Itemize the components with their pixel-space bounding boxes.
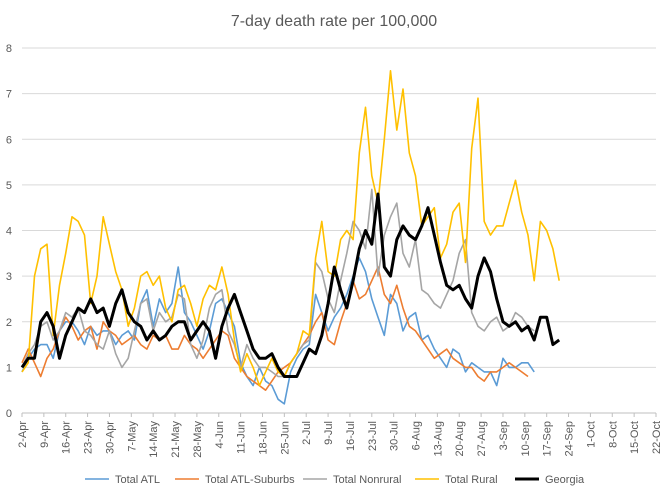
x-tick-label: 2-Jul bbox=[301, 421, 313, 445]
x-tick-label: 8-Oct bbox=[607, 421, 619, 448]
legend-label-total-nonrural: Total Nonrural bbox=[333, 474, 401, 486]
legend-label-georgia: Georgia bbox=[545, 474, 585, 486]
y-tick-label: 7 bbox=[6, 89, 12, 101]
x-axis: 2-Apr 9-Apr 16-Apr 23-Apr 30-Apr 7-May 14-May 2… bbox=[17, 412, 663, 458]
x-tick-label: 17-Sep bbox=[542, 421, 554, 456]
series-line-total-atl bbox=[21, 257, 535, 405]
x-tick-label: 16-Apr bbox=[61, 421, 73, 454]
x-tick-label: 24-Sep bbox=[564, 421, 576, 456]
x-tick-label: 2-Apr bbox=[17, 421, 29, 448]
y-tick-label: 8 bbox=[6, 43, 12, 55]
series-line-georgia bbox=[20, 192, 561, 378]
y-tick-label: 5 bbox=[6, 180, 12, 192]
x-tick-label: 1-Oct bbox=[585, 421, 597, 448]
y-axis: 0 1 2 3 4 5 6 7 8 bbox=[6, 43, 12, 420]
y-tick-label: 1 bbox=[6, 362, 12, 374]
series-line-total-rural bbox=[21, 70, 560, 387]
x-tick-label: 22-Oct bbox=[651, 421, 663, 454]
legend-label-total-atl: Total ATL bbox=[115, 474, 160, 486]
x-tick-label: 21-May bbox=[170, 421, 182, 458]
x-tick-label: 16-Jul bbox=[345, 421, 357, 451]
x-tick-label: 27-Aug bbox=[476, 421, 488, 456]
x-tick-label: 28-May bbox=[192, 421, 204, 458]
y-tick-label: 2 bbox=[6, 317, 12, 329]
legend: Total ATL Total ATL-Suburbs Total Nonrural… bbox=[85, 474, 585, 486]
x-tick-label: 6-Aug bbox=[411, 421, 423, 450]
x-tick-label: 9-Apr bbox=[39, 421, 51, 448]
y-tick-label: 6 bbox=[6, 134, 12, 146]
x-tick-label: 7-May bbox=[126, 421, 138, 452]
chart-title: 7-day death rate per 100,000 bbox=[231, 13, 437, 30]
x-tick-label: 30-Apr bbox=[104, 421, 116, 454]
legend-label-total-atl-suburbs: Total ATL-Suburbs bbox=[205, 474, 295, 486]
x-tick-label: 20-Aug bbox=[454, 421, 466, 456]
x-tick-label: 10-Sep bbox=[520, 421, 532, 456]
series-layer bbox=[20, 70, 561, 405]
x-tick-label: 23-Apr bbox=[83, 421, 95, 454]
x-tick-label: 15-Oct bbox=[629, 421, 641, 454]
x-tick-label: 11-Jun bbox=[236, 421, 248, 454]
x-tick-label: 3-Sep bbox=[498, 421, 510, 450]
y-tick-label: 0 bbox=[6, 408, 12, 420]
x-tick-label: 30-Jul bbox=[389, 421, 401, 451]
legend-label-total-rural: Total Rural bbox=[445, 474, 498, 486]
series-line-total-atl-suburbs bbox=[21, 266, 529, 392]
series-line-total-nonrural bbox=[21, 188, 535, 378]
x-tick-label: 23-Jul bbox=[367, 421, 379, 451]
x-tick-label: 9-Jul bbox=[323, 421, 335, 445]
x-tick-label: 13-Aug bbox=[432, 421, 444, 456]
x-tick-label: 4-Jun bbox=[214, 421, 226, 449]
gridlines bbox=[22, 47, 656, 368]
x-tick-label: 25-Jun bbox=[279, 421, 291, 455]
x-tick-label: 18-Jun bbox=[257, 421, 269, 455]
y-tick-label: 4 bbox=[6, 226, 12, 238]
y-tick-label: 3 bbox=[6, 271, 12, 283]
x-tick-label: 14-May bbox=[148, 421, 160, 458]
